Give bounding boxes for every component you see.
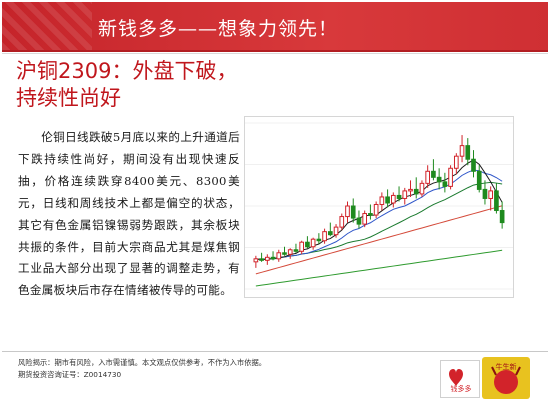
candle-up <box>408 188 413 192</box>
banner-title: 新钱多多——想象力领先！ <box>98 18 339 40</box>
candle-down <box>471 158 476 172</box>
candle-up <box>299 241 305 252</box>
candle-down <box>431 170 436 178</box>
price-chart <box>244 116 514 298</box>
candle-down <box>350 205 356 219</box>
heart-icon <box>449 368 463 387</box>
body-paragraph: 伦铜日线跌破5月底以来的上升通道后下跌持续性尚好，期间没有出现快速反抽，价格连续… <box>18 130 240 298</box>
candle-up <box>459 145 465 157</box>
candle-up <box>453 155 459 169</box>
niushengxin-logo: 牛生新 <box>482 357 530 399</box>
candle-down <box>259 258 264 261</box>
candle-down <box>465 145 471 160</box>
header-red-rule <box>2 50 548 52</box>
ma-10-line <box>255 169 503 261</box>
candle-down <box>476 170 482 190</box>
niushengxin-logo-svg: 牛生新 <box>484 359 528 397</box>
qianduoduo-logo: 钱多多 <box>440 360 480 398</box>
candle-up <box>419 182 425 195</box>
candle-down <box>413 188 419 195</box>
logo1-text: 钱多多 <box>451 384 472 393</box>
headline-line-2: 持续性尚好 <box>16 86 121 110</box>
candle-down <box>396 194 402 199</box>
candle-down <box>436 176 442 183</box>
candle-up <box>276 252 282 260</box>
banner-pattern <box>2 2 92 50</box>
candle-down <box>482 188 488 199</box>
candle-up <box>373 203 379 216</box>
candle-down <box>282 252 287 255</box>
license-number: 期货投资咨询证号：Z0014730 <box>18 370 122 379</box>
ma-5-line <box>255 159 503 261</box>
candle-up <box>425 170 431 184</box>
candle-up <box>264 256 270 261</box>
candle-down <box>327 231 333 236</box>
candle-up <box>310 238 316 248</box>
header-gray-rule <box>2 53 548 54</box>
candle-down <box>499 210 505 224</box>
logo2-text: 牛生新 <box>496 362 517 371</box>
candle-down <box>293 249 299 252</box>
ma-long-green-line <box>255 249 503 287</box>
ma-long-red-line <box>255 205 503 275</box>
candle-down <box>368 213 373 216</box>
candle-up <box>333 226 339 236</box>
candle-up <box>339 216 345 228</box>
candle-down <box>442 181 448 187</box>
candle-down <box>305 241 310 248</box>
price-chart-svg <box>245 122 513 290</box>
candle-up <box>322 231 327 242</box>
headline-line-1: 沪铜2309：外盘下破， <box>16 59 238 83</box>
candle-down <box>494 190 499 212</box>
candle-up <box>253 258 259 263</box>
footer-disclaimer: 风险揭示：期市有风险，入市需谨慎。本文观点仅供参考，不作为入市依据。 期货投资咨… <box>18 357 428 381</box>
horn-icon <box>491 366 521 376</box>
candle-up <box>287 249 293 255</box>
candle-down <box>316 238 322 242</box>
candle-up <box>345 205 350 218</box>
bull-emblem-icon <box>494 370 518 394</box>
candle-up <box>390 194 396 204</box>
candle-down <box>270 256 276 260</box>
candle-up <box>448 167 453 187</box>
candle-up <box>488 190 494 199</box>
footer-divider <box>2 351 548 352</box>
risk-disclaimer: 风险揭示：期市有风险，入市需谨慎。本文观点仅供参考，不作为入市依据。 <box>18 358 267 367</box>
headline: 沪铜2309：外盘下破， 持续性尚好 <box>16 58 316 112</box>
qianduoduo-logo-svg: 钱多多 <box>449 368 472 393</box>
candle-down <box>385 196 390 204</box>
candle-down <box>356 217 362 225</box>
header-banner: 新钱多多——想象力领先！ <box>2 2 548 50</box>
candle-up <box>379 196 385 205</box>
candle-up <box>362 213 368 225</box>
candle-up <box>402 190 408 199</box>
